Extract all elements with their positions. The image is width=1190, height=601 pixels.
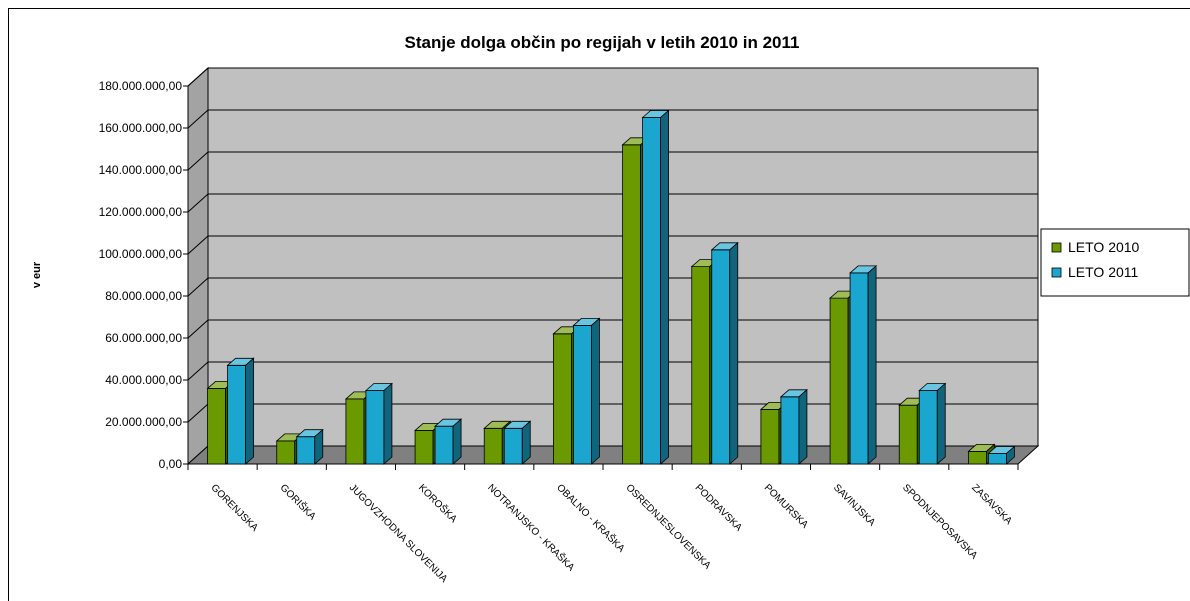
bar [434, 418, 463, 465]
bar-front [968, 450, 987, 465]
bar [364, 382, 393, 465]
bar-front [711, 249, 731, 465]
bar-side [452, 418, 462, 465]
bar [503, 420, 532, 465]
bar-side [867, 265, 877, 465]
bar-front [503, 427, 523, 465]
bar [710, 241, 739, 465]
y-axis-label: v eur [31, 261, 43, 288]
legend: LETO 2010 LETO 2011 [1040, 228, 1190, 297]
bar-front [642, 117, 661, 465]
x-tick-label: ZASAVSKA [969, 482, 1014, 527]
legend-swatch [1051, 242, 1062, 253]
bar-front [207, 387, 226, 465]
y-tick-label: 180.000.000,00 [99, 79, 183, 93]
bar-side [591, 317, 600, 465]
bar-front [276, 440, 296, 465]
bar-front [988, 453, 1007, 465]
x-tick-label: POMURSKA [762, 482, 810, 530]
bar [295, 428, 324, 465]
x-tick-label: PODRAVSKA [693, 482, 744, 533]
bar-front [296, 436, 316, 465]
bar-side [936, 382, 946, 465]
bar-front [760, 408, 780, 465]
bar-front [227, 364, 246, 465]
bar [641, 109, 670, 465]
bar-side [798, 388, 808, 465]
bar [226, 357, 255, 465]
y-tick-label: 60.000.000,00 [105, 331, 182, 345]
y-tick-label: 40.000.000,00 [105, 373, 182, 387]
bar-side [1006, 445, 1015, 465]
legend-label: LETO 2011 [1068, 264, 1139, 280]
chart-frame [8, 8, 1190, 601]
bar-front [483, 427, 503, 465]
bar-side [383, 382, 393, 465]
bar-front [918, 390, 938, 465]
bar-side [729, 241, 739, 465]
y-tick-label: 160.000.000,00 [99, 121, 183, 135]
y-tick-label: 80.000.000,00 [105, 289, 182, 303]
legend-label: LETO 2010 [1068, 239, 1140, 255]
gridline [187, 151, 1038, 171]
gridline [187, 109, 1038, 129]
bar [987, 445, 1016, 465]
x-tick-label: GORENJSKA [208, 482, 260, 534]
bar-front [434, 425, 454, 465]
bar-front [849, 272, 869, 465]
bar-side [521, 420, 531, 465]
y-tick-label: 0,00 [159, 457, 183, 471]
bar-front [414, 429, 434, 465]
bar [918, 382, 947, 465]
bar-front [553, 333, 572, 465]
legend-box [1040, 228, 1190, 297]
bar [572, 317, 601, 465]
bar-side [314, 428, 324, 465]
y-tick-label: 140.000.000,00 [99, 163, 183, 177]
x-tick-label: OBALNO - KRAŠKA [554, 481, 628, 555]
x-tick-label: SPODNJEPOSAVSKA [900, 482, 979, 561]
gridline [187, 67, 1038, 87]
gridline [187, 277, 1038, 297]
bar-front [691, 266, 711, 465]
chart-title: Stanje dolga občin po regijah v letih 20… [405, 33, 800, 52]
bar-front [898, 404, 918, 465]
bar-front [829, 297, 849, 465]
side-wall [187, 66, 209, 466]
gridline [187, 235, 1038, 255]
y-tick-label: 120.000.000,00 [99, 205, 183, 219]
y-tick-label: 100.000.000,00 [99, 247, 183, 261]
gridline [187, 361, 1038, 381]
bar-front [622, 144, 641, 465]
bar-front [365, 390, 385, 465]
bar-front [345, 398, 365, 465]
bar-side [245, 357, 254, 465]
gridline [187, 193, 1038, 213]
x-tick-label: SAVINJSKA [831, 482, 877, 528]
y-tick-label: 20.000.000,00 [105, 415, 182, 429]
bar-front [780, 396, 800, 465]
bar-front [573, 324, 592, 465]
bar-side [660, 109, 669, 465]
x-tick-label: KOROŠKA [416, 481, 460, 525]
plot-area: 0,00 20.000.000,00 40.000.000,00 60.000.000… [99, 66, 1040, 585]
legend-swatch [1051, 267, 1062, 278]
bar [849, 265, 878, 465]
bar [779, 388, 808, 465]
x-tick-label: GORIŠKA [278, 481, 320, 523]
gridline [187, 319, 1038, 339]
